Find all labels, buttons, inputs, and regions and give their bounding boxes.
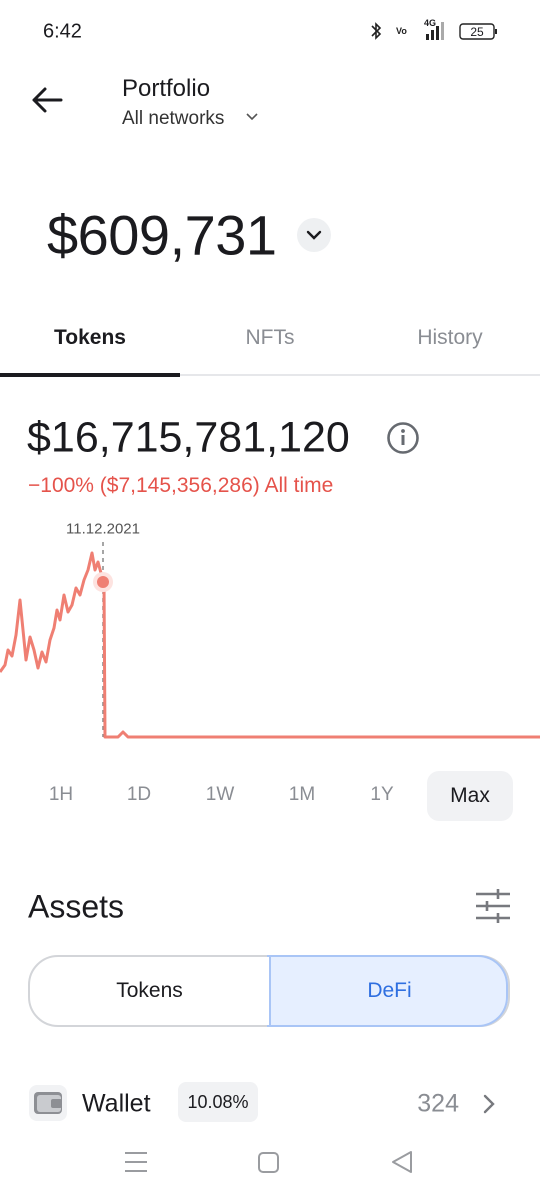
price-chart bbox=[0, 542, 540, 739]
tab-indicator bbox=[0, 373, 180, 377]
filter-button[interactable] bbox=[474, 889, 512, 923]
chart-date: 11.12.2021 bbox=[66, 520, 140, 538]
battery-level: 25 bbox=[470, 25, 484, 39]
header-title: Portfolio bbox=[122, 75, 211, 102]
battery-tip bbox=[495, 29, 497, 34]
info-button[interactable] bbox=[386, 421, 420, 455]
signal-bar bbox=[441, 22, 444, 40]
status-time: 6:42 bbox=[43, 20, 82, 43]
assets-title: Assets bbox=[28, 888, 125, 925]
status-icons: Vo bbox=[371, 22, 497, 40]
volte-icon: Vo bbox=[396, 26, 407, 36]
toggle-option[interactable]: Tokens bbox=[116, 979, 183, 1002]
signal-bar bbox=[426, 34, 429, 40]
nav-menu[interactable] bbox=[125, 1152, 147, 1172]
asset-share: 10.08% bbox=[178, 1082, 258, 1122]
token-change: −100% ($7,145,356,286) All time bbox=[28, 474, 334, 497]
cursor-dot bbox=[97, 576, 109, 588]
asset-value: 324 bbox=[417, 1089, 459, 1118]
bluetooth-icon bbox=[371, 22, 382, 40]
price-line bbox=[0, 551, 540, 739]
network-selector[interactable]: All networks bbox=[122, 108, 225, 129]
balance-toggle[interactable] bbox=[297, 218, 331, 252]
range-option[interactable]: 1H bbox=[48, 784, 74, 805]
tab[interactable]: NFTs bbox=[245, 326, 295, 349]
network-chevron bbox=[246, 113, 258, 121]
row-chevron[interactable] bbox=[482, 1094, 496, 1114]
token-value: $16,715,781,120 bbox=[27, 413, 350, 462]
network-label: 4G bbox=[424, 18, 437, 28]
range-option[interactable]: 1Y bbox=[370, 784, 394, 805]
battery-outline bbox=[459, 23, 495, 40]
back-button[interactable] bbox=[30, 85, 64, 115]
system-nav bbox=[125, 1151, 412, 1173]
tab-divider bbox=[180, 374, 540, 376]
range-option[interactable]: 1D bbox=[126, 784, 152, 805]
back-arrow bbox=[32, 87, 63, 113]
asset-name[interactable]: Wallet bbox=[82, 1089, 151, 1118]
signal-bar bbox=[436, 26, 439, 40]
range-option[interactable]: 1W bbox=[205, 784, 235, 805]
toggle-option-active[interactable]: DeFi bbox=[269, 957, 508, 1025]
range-option[interactable]: 1M bbox=[288, 784, 316, 805]
range-option-active[interactable]: Max bbox=[427, 771, 513, 821]
tab-active[interactable]: Tokens bbox=[54, 326, 126, 349]
nav-back[interactable] bbox=[392, 1151, 412, 1173]
signal-bar bbox=[431, 30, 434, 40]
toggle-active-border bbox=[267, 955, 508, 1027]
tab[interactable]: History bbox=[417, 326, 483, 349]
balance: $609,731 bbox=[47, 203, 277, 267]
nav-home[interactable] bbox=[258, 1152, 279, 1173]
wallet-icon bbox=[29, 1085, 67, 1121]
